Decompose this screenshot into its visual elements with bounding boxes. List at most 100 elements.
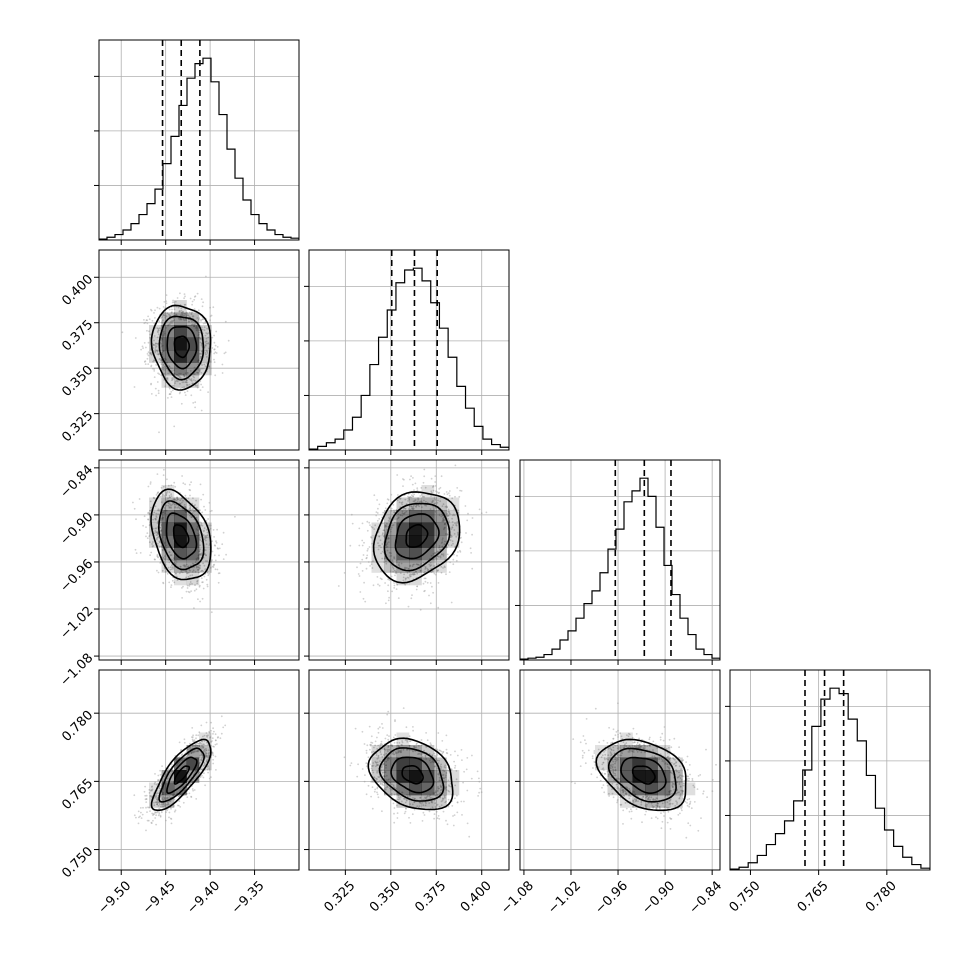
scatter-point (678, 791, 680, 794)
scatter-point (439, 765, 442, 767)
scatter-point (212, 566, 215, 568)
scatter-point (584, 762, 587, 765)
scatter-point (163, 468, 165, 471)
scatter-point (188, 311, 191, 314)
scatter-point (431, 754, 434, 756)
scatter-point (429, 508, 432, 510)
scatter-point (147, 819, 150, 822)
scatter-point (446, 533, 449, 536)
scatter-point (666, 756, 669, 759)
scatter-point (183, 386, 186, 388)
density-cell (657, 757, 671, 771)
scatter-point (455, 524, 458, 527)
scatter-point (647, 797, 650, 799)
scatter-point (390, 509, 393, 512)
scatter-point (669, 798, 672, 801)
scatter-point (438, 488, 441, 490)
scatter-point (180, 571, 183, 573)
scatter-point (177, 506, 180, 509)
scatter-point (375, 762, 378, 764)
scatter-point (192, 734, 195, 737)
scatter-point (141, 345, 144, 348)
scatter-point (680, 807, 683, 810)
scatter-point (163, 332, 166, 335)
scatter-point (664, 794, 667, 797)
scatter-point (440, 763, 442, 766)
scatter-point (201, 569, 204, 572)
scatter-point (189, 564, 192, 567)
scatter-point (376, 763, 378, 766)
scatter-point (384, 557, 387, 560)
scatter-point (678, 783, 681, 785)
scatter-point (607, 747, 610, 750)
scatter-point (165, 492, 168, 495)
scatter-point (393, 807, 396, 809)
scatter-point (204, 753, 207, 756)
scatter-point (439, 785, 442, 788)
scatter-point (154, 342, 157, 345)
scatter-point (417, 563, 419, 566)
scatter-point (154, 344, 157, 347)
scatter-point (154, 350, 156, 353)
scatter-point (188, 316, 191, 318)
scatter-point (671, 781, 674, 783)
scatter-point (209, 527, 212, 530)
scatter-point (441, 752, 444, 755)
scatter-point (204, 539, 207, 542)
scatter-point (680, 779, 683, 781)
scatter-point (404, 577, 407, 580)
scatter-point (640, 800, 643, 803)
scatter-point (406, 576, 409, 579)
scatter-point (390, 744, 393, 746)
scatter-point (175, 503, 177, 506)
scatter-point (144, 321, 147, 324)
scatter-point (389, 528, 392, 531)
scatter-point (190, 516, 193, 518)
scatter-point (215, 769, 217, 771)
scatter-point (388, 518, 391, 520)
scatter-point (412, 500, 415, 503)
scatter-point (172, 498, 175, 500)
scatter-point (186, 572, 189, 574)
scatter-point (644, 804, 647, 807)
scatter-point (415, 563, 418, 566)
scatter-point (691, 779, 694, 782)
scatter-point (172, 567, 175, 570)
scatter-point (183, 319, 186, 322)
density-cell (384, 535, 397, 548)
scatter-point (180, 311, 183, 314)
scatter-point (396, 499, 399, 502)
scatter-point (682, 784, 685, 787)
scatter-point (681, 789, 684, 792)
scatter-point (156, 350, 159, 353)
scatter-point (579, 741, 582, 744)
scatter-point (601, 772, 603, 774)
scatter-point (417, 498, 420, 501)
scatter-point (631, 750, 634, 752)
scatter-point (400, 751, 402, 754)
scatter-point (178, 310, 181, 313)
scatter-point (421, 755, 424, 758)
scatter-point (393, 511, 396, 514)
scatter-point (660, 758, 663, 760)
scatter-point (156, 353, 159, 355)
scatter-point (454, 764, 457, 767)
scatter-point (369, 743, 372, 746)
scatter-point (163, 365, 166, 368)
x-tick-label: −0.84 (686, 878, 725, 917)
scatter-point (184, 506, 186, 508)
scatter-point (598, 741, 601, 744)
scatter-point (616, 757, 618, 760)
scatter-point (203, 564, 206, 567)
scatter-point (622, 809, 625, 812)
scatter-point (434, 765, 436, 768)
scatter-point (171, 321, 173, 324)
scatter-point (434, 485, 437, 487)
y-tick-label: 0.750 (59, 844, 96, 881)
scatter-point (145, 794, 148, 797)
scatter-point (171, 566, 174, 569)
scatter-point (207, 574, 210, 577)
scatter-point (614, 774, 617, 777)
scatter-point (150, 506, 152, 509)
scatter-point (689, 773, 691, 776)
